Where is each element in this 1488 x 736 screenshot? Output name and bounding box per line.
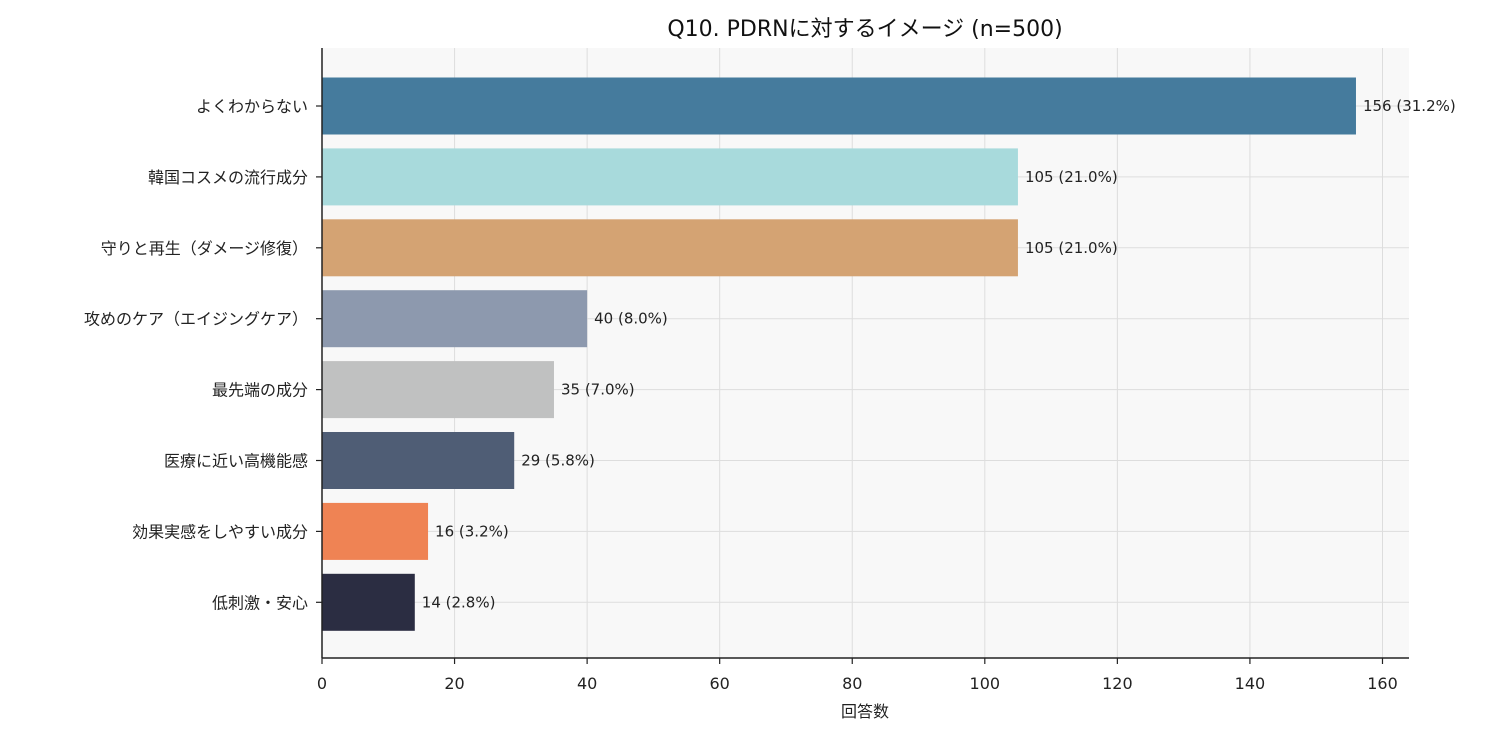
category-label: 守りと再生（ダメージ修復）: [101, 239, 308, 258]
bar-value-label: 40 (8.0%): [594, 310, 668, 328]
category-label: 低刺激・安心: [212, 593, 308, 612]
x-tick-label: 40: [577, 674, 597, 693]
x-ticks-group: 0 20 40 60 80 100 120 140 160: [317, 658, 1398, 693]
bar-value-label: 35 (7.0%): [561, 381, 635, 399]
plot-background: [322, 48, 1409, 658]
bar: [322, 502, 429, 560]
bar: [322, 290, 588, 348]
x-tick-label: 100: [970, 674, 1001, 693]
bar: [322, 432, 515, 489]
x-axis-title: 回答数: [841, 702, 889, 721]
bar-value-label: 105 (21.0%): [1025, 168, 1118, 186]
bar-value-label: 156 (31.2%): [1363, 97, 1456, 115]
x-tick-label: 140: [1235, 674, 1266, 693]
bar-value-label: 14 (2.8%): [422, 593, 496, 611]
category-label: 効果実感をしやすい成分: [132, 522, 308, 541]
x-tick-label: 0: [317, 674, 327, 693]
x-tick-label: 20: [444, 674, 464, 693]
category-label: よくわからない: [196, 97, 308, 116]
bar: [322, 77, 1356, 135]
category-label: 医療に近い高機能感: [164, 452, 308, 471]
category-label: 韓国コスメの流行成分: [148, 168, 308, 187]
bar: [322, 148, 1018, 206]
bar-value-label: 105 (21.0%): [1025, 239, 1118, 257]
category-label: 攻めのケア（エイジングケア）: [84, 310, 308, 329]
bar-value-label: 16 (3.2%): [435, 522, 509, 540]
x-tick-label: 160: [1367, 674, 1398, 693]
bar: [322, 573, 415, 631]
axes-group: [321, 48, 1409, 659]
bar: [322, 361, 554, 419]
bars-group: 156 (31.2%) 105 (21.0%) 105 (21.0%) 40 (8.0…: [322, 77, 1456, 631]
x-tick-label: 120: [1102, 674, 1133, 693]
category-label: 最先端の成分: [212, 381, 308, 400]
bar: [322, 219, 1018, 277]
bar-value-label: 29 (5.8%): [521, 452, 595, 470]
x-tick-label: 80: [842, 674, 862, 693]
chart-title: Q10. PDRNに対するイメージ (n=500): [667, 17, 1062, 42]
x-tick-label: 60: [710, 674, 730, 693]
